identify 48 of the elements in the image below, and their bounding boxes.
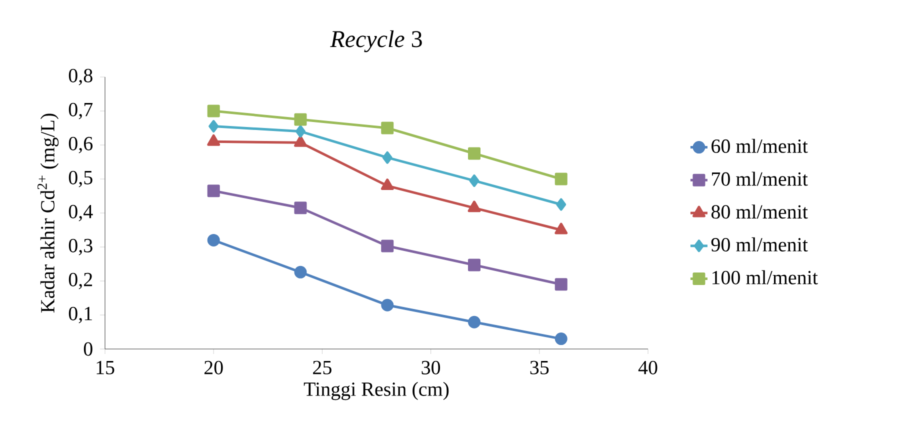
legend-label: 70 ml/menit	[712, 172, 808, 186]
y-axis-title: Kadar akhir Cd$^{2+}$ (mg/L)	[38, 114, 59, 313]
point	[380, 178, 394, 190]
point	[208, 120, 219, 133]
point	[468, 316, 480, 328]
point	[554, 278, 568, 291]
point	[294, 135, 307, 147]
x-tick-label: 25	[313, 360, 332, 374]
point	[381, 298, 394, 312]
y-tick-label: 0	[84, 342, 92, 356]
y-tick-label: 0,7	[68, 102, 93, 120]
point	[294, 113, 307, 126]
y-tick-label: 0,2	[68, 272, 92, 290]
legend-label: 100 ml/menit	[712, 270, 818, 284]
chart-title: Recycle 3	[330, 30, 422, 52]
point	[468, 258, 480, 272]
legend-label: 80 ml/menit	[711, 204, 808, 219]
point	[469, 174, 480, 187]
x-tick-label: 35	[530, 360, 549, 374]
legend-label: 60 ml/menit	[712, 138, 808, 153]
y-tick-label: 0,4	[68, 204, 93, 222]
y-tick-label: 0,3	[68, 238, 92, 256]
y-tick-label: 0,5	[68, 170, 92, 188]
point	[468, 147, 480, 160]
x-tick-label: 15	[96, 360, 114, 374]
point	[294, 266, 307, 278]
point	[295, 125, 306, 138]
point	[207, 104, 220, 118]
legend-label: 90 ml/menit	[711, 237, 808, 252]
y-tick-label: 0,8	[68, 68, 92, 86]
point	[554, 222, 568, 234]
point	[556, 198, 566, 211]
y-tick-label: 0,1	[68, 306, 92, 324]
point	[207, 234, 220, 246]
x-tick-label: 30	[422, 360, 440, 374]
y-tick-label: 0,6	[68, 136, 93, 154]
x-axis-title: Tinggi Resin (cm)	[304, 382, 449, 400]
point	[207, 184, 220, 198]
x-tick-label: 40	[638, 360, 658, 374]
point	[381, 122, 394, 134]
point	[207, 134, 220, 146]
point	[554, 172, 568, 186]
point	[382, 151, 392, 164]
point	[381, 240, 394, 252]
x-tick-label: 20	[204, 360, 223, 374]
point	[294, 202, 307, 214]
point	[468, 200, 481, 212]
point	[554, 332, 568, 346]
